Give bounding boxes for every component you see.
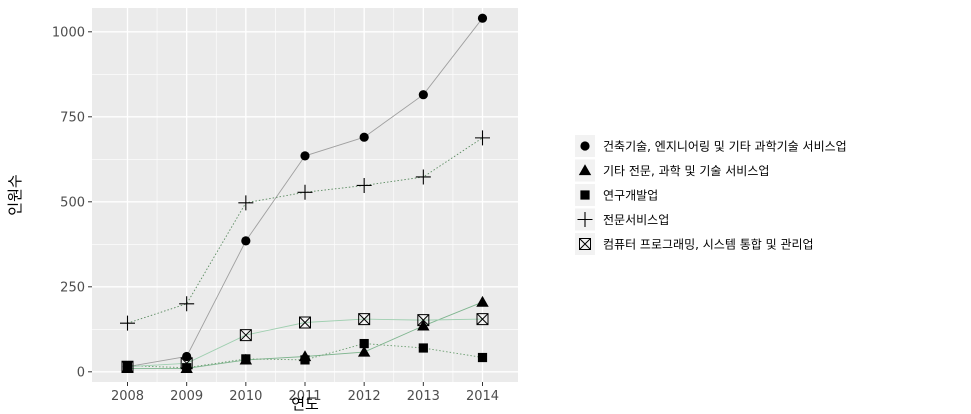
data-point [417, 314, 430, 327]
data-point [122, 361, 133, 371]
y-tick-label: 1000 [52, 25, 85, 40]
data-point [180, 357, 193, 370]
legend-marker [580, 141, 590, 151]
data-point [179, 296, 195, 312]
data-point [120, 315, 135, 331]
data-point [238, 195, 254, 211]
y-tick-label: 750 [60, 110, 85, 125]
data-point [299, 316, 311, 329]
legend-marker [577, 212, 593, 227]
data-point [358, 313, 371, 326]
y-tick-label: 500 [60, 195, 85, 210]
x-tick-label: 2012 [348, 389, 381, 404]
y-axis-title: 인원수 [6, 174, 24, 215]
series-points [120, 13, 490, 373]
y-axis-ticks: 0 250 500 750 1000 [52, 25, 92, 380]
x-tick-label: 2014 [466, 389, 499, 404]
legend-label: 건축기술, 엔지니어링 및 기타 과학기술 서비스업 [603, 140, 847, 154]
data-point [357, 345, 371, 357]
data-point [477, 352, 488, 363]
x-tick-label: 2008 [111, 389, 144, 404]
data-point [477, 13, 488, 23]
data-point [241, 236, 251, 246]
y-tick-label: 250 [60, 280, 85, 295]
x-tick-label: 2013 [407, 389, 440, 404]
legend-label: 전문서비스업 [603, 213, 669, 227]
x-axis-ticks: 2008 2009 2010 2011 2012 2013 2014 [111, 382, 499, 404]
data-point [418, 343, 428, 353]
data-point [475, 130, 490, 146]
data-point [417, 319, 430, 331]
legend-marker [578, 164, 592, 176]
legend-marker [580, 190, 590, 200]
data-point [241, 354, 251, 364]
data-point [418, 90, 428, 100]
legend-label: 연구개발업 [603, 189, 658, 203]
data-point [297, 184, 313, 200]
x-tick-label: 2010 [229, 389, 262, 404]
data-point [359, 338, 369, 349]
data-point [121, 360, 134, 373]
data-point [300, 151, 310, 161]
y-tick-label: 0 [77, 365, 85, 380]
data-point [182, 363, 192, 373]
data-point [182, 351, 192, 362]
data-point [356, 177, 372, 193]
data-point [300, 355, 310, 365]
legend-label: 기타 전문, 과학 및 기술 서비스업 [603, 164, 769, 178]
data-point [415, 169, 431, 185]
data-point [239, 329, 252, 342]
x-tick-label: 2009 [170, 389, 203, 404]
x-tick-label: 2011 [288, 389, 321, 404]
legend-label: 컴퓨터 프로그래밍, 시스템 통합 및 관리업 [603, 238, 814, 252]
legend-marker [579, 238, 591, 250]
data-point [359, 132, 369, 142]
data-point [476, 295, 489, 307]
data-point [476, 313, 489, 326]
x-axis-title: 연도 [291, 395, 319, 413]
